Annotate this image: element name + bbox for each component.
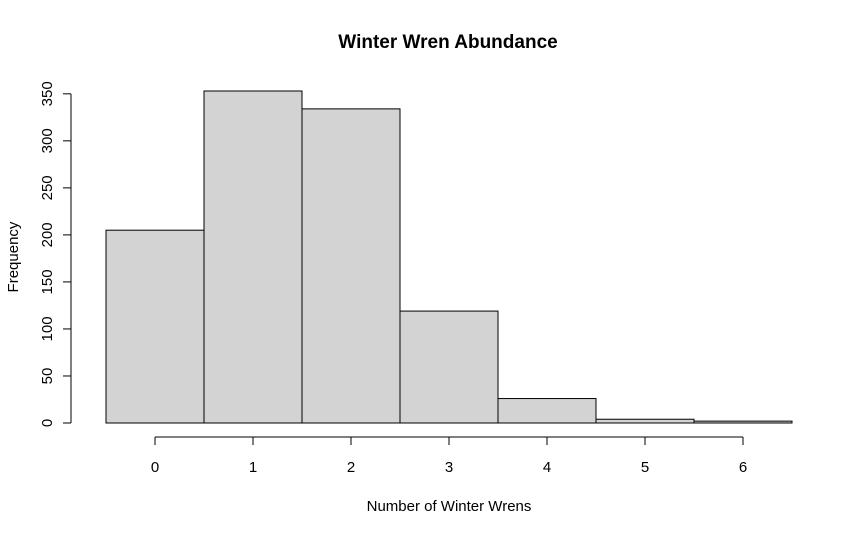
y-tick-label-200: 200 [39,222,56,247]
x-tick-label-1: 1 [249,459,257,476]
x-tick-label-6: 6 [739,459,747,476]
x-axis-label: Number of Winter Wrens [367,498,532,515]
bars-group [105,90,793,424]
y-axis-label: Frequency [5,221,22,292]
y-tick-label-0: 0 [39,419,56,427]
histogram-bar-1 [203,90,303,424]
histogram-bar-6 [693,420,793,424]
y-tick-label-250: 250 [39,175,56,200]
histogram-bar-2 [301,108,401,424]
histogram-bar-5 [595,418,695,424]
x-axis: 0 1 2 3 4 5 6 [151,436,747,476]
y-axis: 0 50 100 150 200 250 300 350 [39,81,72,427]
chart-title: Winter Wren Abundance [338,32,557,53]
y-tick-label-350: 350 [39,81,56,106]
y-tick-label-300: 300 [39,128,56,153]
x-tick-label-3: 3 [445,459,453,476]
x-tick-label-2: 2 [347,459,355,476]
histogram-bar-4 [497,398,597,424]
y-tick-label-50: 50 [39,368,56,385]
x-tick-label-5: 5 [641,459,649,476]
histogram-bar-3 [399,310,499,424]
x-tick-label-0: 0 [151,459,159,476]
y-tick-label-150: 150 [39,269,56,294]
y-tick-label-100: 100 [39,316,56,341]
histogram-bar-0 [105,229,205,424]
x-tick-label-4: 4 [543,459,551,476]
